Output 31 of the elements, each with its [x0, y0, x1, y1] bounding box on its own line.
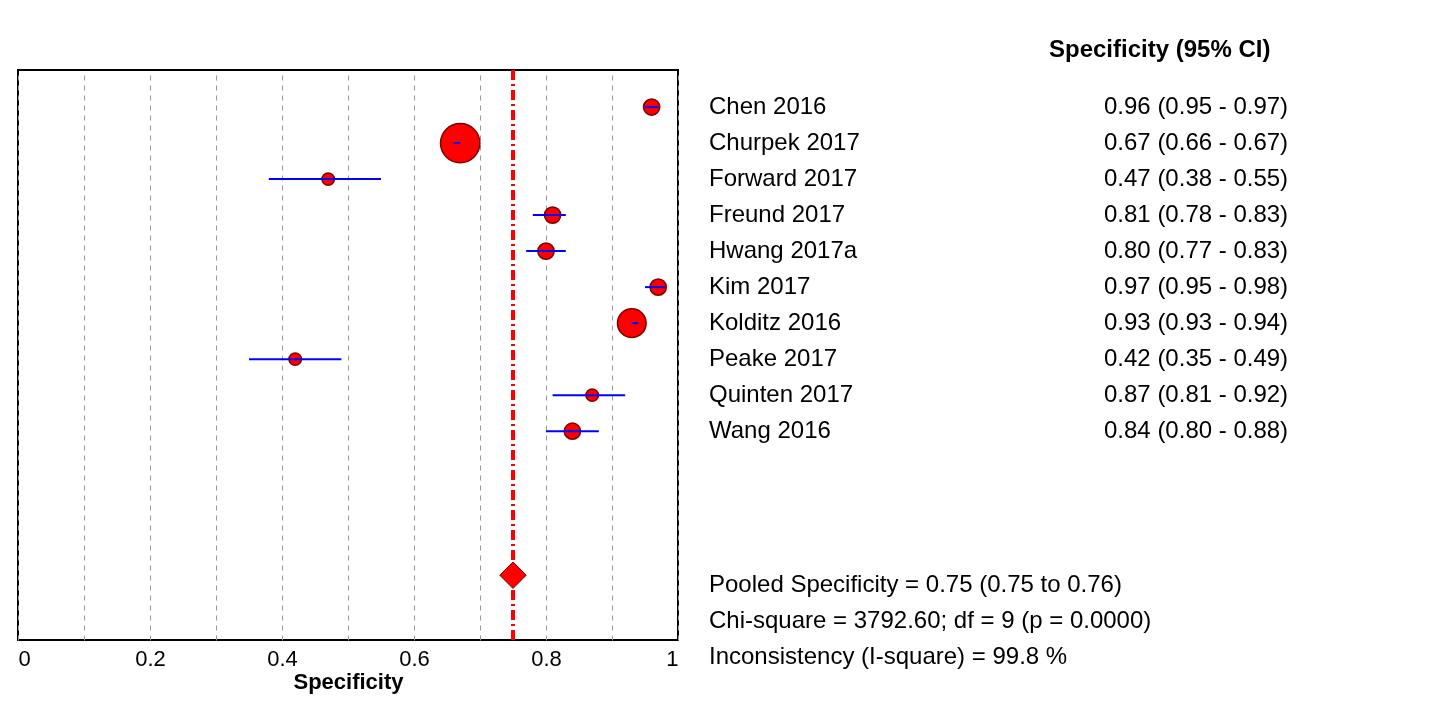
y-tick-label: Kolditz 2016	[709, 308, 842, 336]
y-tick-label: Freund 2017	[709, 200, 846, 228]
y-tick-label: Churpek 2017	[709, 128, 860, 156]
y-tick-label: Kim 2017	[709, 272, 811, 300]
data-label: 0.97 (0.95 - 0.98)	[1104, 272, 1289, 300]
text: Chi-square = 3792.60; df = 9 (p = 0.0000)	[709, 606, 1152, 633]
data-label: 0.87 (0.81 - 0.92)	[1104, 380, 1289, 408]
y-tick-label: Forward 2017	[709, 164, 858, 192]
x-tick-label: 0	[18, 645, 31, 671]
data-label: 0.47 (0.38 - 0.55)	[1104, 164, 1289, 192]
x-axis-title: Specificity	[293, 668, 405, 694]
text: Specificity (95% CI)	[1049, 35, 1271, 62]
data-label: 0.67 (0.66 - 0.67)	[1104, 128, 1289, 156]
x-tick-label: 0.2	[135, 645, 166, 671]
data-label: 0.93 (0.93 - 0.94)	[1104, 308, 1289, 336]
text: Inconsistency (I-square) = 99.8 %	[709, 642, 1068, 669]
y-tick-label: Peake 2017	[709, 344, 838, 372]
y-tick-label: Chen 2016	[709, 92, 827, 120]
data-label: 0.81 (0.78 - 0.83)	[1104, 200, 1289, 228]
x-tick-label: 0.6	[399, 645, 430, 671]
data-label: 0.96 (0.95 - 0.97)	[1104, 92, 1289, 120]
x-tick-label: 1	[666, 645, 679, 671]
data-label: 0.80 (0.77 - 0.83)	[1104, 236, 1289, 264]
y-tick-label: Wang 2016	[709, 416, 831, 444]
x-tick-label: 0.4	[267, 645, 298, 671]
data-label: 0.84 (0.80 - 0.88)	[1104, 416, 1289, 444]
text: Pooled Specificity = 0.75 (0.75 to 0.76)	[709, 570, 1122, 597]
y-tick-label: Hwang 2017a	[709, 236, 858, 264]
data-label: 0.42 (0.35 - 0.49)	[1104, 344, 1289, 372]
y-tick-label: Quinten 2017	[709, 380, 854, 408]
x-tick-label: 0.8	[531, 645, 562, 671]
